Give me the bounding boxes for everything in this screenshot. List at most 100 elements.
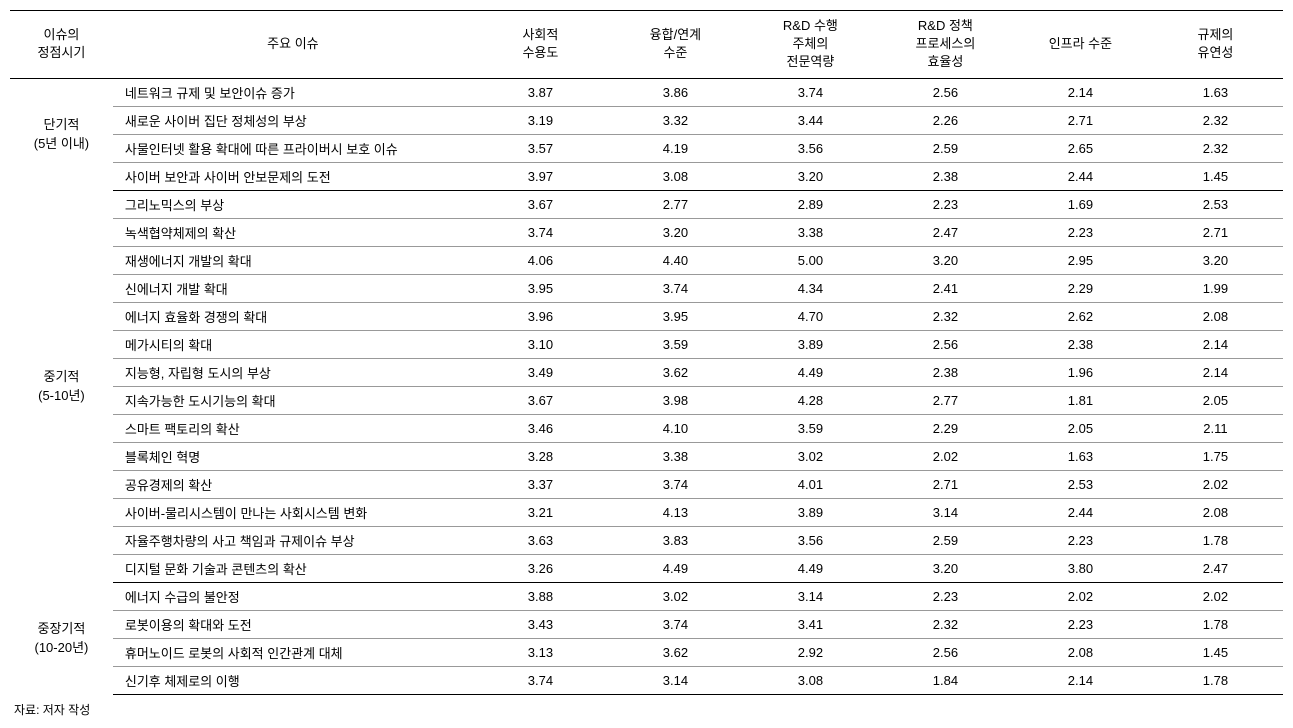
- issue-cell: 지속가능한 도시기능의 확대: [113, 386, 473, 414]
- value-cell: 4.13: [608, 498, 743, 526]
- value-cell: 3.57: [473, 134, 608, 162]
- value-cell: 3.26: [473, 554, 608, 582]
- issue-cell: 공유경제의 확산: [113, 470, 473, 498]
- value-cell: 2.02: [1013, 582, 1148, 610]
- value-cell: 2.92: [743, 638, 878, 666]
- value-cell: 3.89: [743, 498, 878, 526]
- value-cell: 2.89: [743, 190, 878, 218]
- value-cell: 2.47: [878, 218, 1013, 246]
- table-row: 녹색협약체제의 확산3.743.203.382.472.232.71: [10, 218, 1283, 246]
- table-row: 사물인터넷 활용 확대에 따른 프라이버시 보호 이슈3.574.193.562…: [10, 134, 1283, 162]
- value-cell: 3.14: [608, 666, 743, 694]
- table-row: 로봇이용의 확대와 도전3.433.743.412.322.231.78: [10, 610, 1283, 638]
- table-header: 이슈의정점시기 주요 이슈 사회적수용도 융합/연계수준 R&D 수행주체의전문…: [10, 11, 1283, 79]
- value-cell: 3.88: [473, 582, 608, 610]
- table-row: 휴머노이드 로봇의 사회적 인간관계 대체3.133.622.922.562.0…: [10, 638, 1283, 666]
- value-cell: 3.08: [743, 666, 878, 694]
- value-cell: 3.49: [473, 358, 608, 386]
- issue-cell: 녹색협약체제의 확산: [113, 218, 473, 246]
- value-cell: 1.63: [1013, 442, 1148, 470]
- value-cell: 2.29: [878, 414, 1013, 442]
- value-cell: 2.71: [878, 470, 1013, 498]
- issue-cell: 디지털 문화 기술과 콘텐츠의 확산: [113, 554, 473, 582]
- value-cell: 1.75: [1148, 442, 1283, 470]
- value-cell: 2.41: [878, 274, 1013, 302]
- value-cell: 1.96: [1013, 358, 1148, 386]
- table-row: 에너지 효율화 경쟁의 확대3.963.954.702.322.622.08: [10, 302, 1283, 330]
- table-row: 블록체인 혁명3.283.383.022.021.631.75: [10, 442, 1283, 470]
- value-cell: 3.28: [473, 442, 608, 470]
- value-cell: 3.37: [473, 470, 608, 498]
- table-row: 디지털 문화 기술과 콘텐츠의 확산3.264.494.493.203.802.…: [10, 554, 1283, 582]
- issue-cell: 로봇이용의 확대와 도전: [113, 610, 473, 638]
- value-cell: 1.84: [878, 666, 1013, 694]
- value-cell: 2.32: [878, 610, 1013, 638]
- value-cell: 4.34: [743, 274, 878, 302]
- value-cell: 2.56: [878, 638, 1013, 666]
- value-cell: 2.62: [1013, 302, 1148, 330]
- value-cell: 3.63: [473, 526, 608, 554]
- table-row: 신에너지 개발 확대3.953.744.342.412.291.99: [10, 274, 1283, 302]
- table-row: 자율주행차량의 사고 책임과 규제이슈 부상3.633.833.562.592.…: [10, 526, 1283, 554]
- value-cell: 2.23: [1013, 218, 1148, 246]
- value-cell: 2.23: [878, 582, 1013, 610]
- issue-cell: 에너지 효율화 경쟁의 확대: [113, 302, 473, 330]
- value-cell: 3.41: [743, 610, 878, 638]
- value-cell: 4.01: [743, 470, 878, 498]
- value-cell: 3.21: [473, 498, 608, 526]
- period-group-cell: 중기적(5-10년): [10, 190, 113, 582]
- value-cell: 1.78: [1148, 610, 1283, 638]
- issue-cell: 스마트 팩토리의 확산: [113, 414, 473, 442]
- value-cell: 2.08: [1148, 498, 1283, 526]
- value-cell: 3.02: [608, 582, 743, 610]
- value-cell: 1.45: [1148, 162, 1283, 190]
- issue-cell: 재생에너지 개발의 확대: [113, 246, 473, 274]
- table-row: 메가시티의 확대3.103.593.892.562.382.14: [10, 330, 1283, 358]
- value-cell: 3.14: [743, 582, 878, 610]
- value-cell: 2.65: [1013, 134, 1148, 162]
- table-row: 재생에너지 개발의 확대4.064.405.003.202.953.20: [10, 246, 1283, 274]
- value-cell: 1.99: [1148, 274, 1283, 302]
- issue-cell: 신기후 체제로의 이행: [113, 666, 473, 694]
- period-group-cell: 중장기적(10-20년): [10, 582, 113, 694]
- value-cell: 3.95: [473, 274, 608, 302]
- period-group-cell: 단기적(5년 이내): [10, 78, 113, 190]
- issue-cell: 새로운 사이버 집단 정체성의 부상: [113, 106, 473, 134]
- issue-cell: 자율주행차량의 사고 책임과 규제이슈 부상: [113, 526, 473, 554]
- table-row: 지속가능한 도시기능의 확대3.673.984.282.771.812.05: [10, 386, 1283, 414]
- table-row: 중장기적(10-20년)에너지 수급의 불안정3.883.023.142.232…: [10, 582, 1283, 610]
- issue-cell: 사이버-물리시스템이 만나는 사회시스템 변화: [113, 498, 473, 526]
- col-header-c6: 규제의유연성: [1148, 11, 1283, 79]
- issue-cell: 사이버 보안과 사이버 안보문제의 도전: [113, 162, 473, 190]
- table-row: 공유경제의 확산3.373.744.012.712.532.02: [10, 470, 1283, 498]
- value-cell: 3.19: [473, 106, 608, 134]
- table-row: 신기후 체제로의 이행3.743.143.081.842.141.78: [10, 666, 1283, 694]
- value-cell: 3.59: [608, 330, 743, 358]
- value-cell: 2.23: [1013, 526, 1148, 554]
- value-cell: 2.47: [1148, 554, 1283, 582]
- issue-cell: 그리노믹스의 부상: [113, 190, 473, 218]
- value-cell: 2.38: [1013, 330, 1148, 358]
- value-cell: 3.43: [473, 610, 608, 638]
- value-cell: 3.74: [473, 218, 608, 246]
- value-cell: 3.74: [608, 274, 743, 302]
- value-cell: 1.78: [1148, 666, 1283, 694]
- value-cell: 2.23: [878, 190, 1013, 218]
- value-cell: 3.38: [743, 218, 878, 246]
- value-cell: 2.14: [1013, 78, 1148, 106]
- value-cell: 2.14: [1148, 330, 1283, 358]
- value-cell: 3.32: [608, 106, 743, 134]
- col-header-issue: 주요 이슈: [113, 11, 473, 79]
- value-cell: 3.20: [608, 218, 743, 246]
- value-cell: 4.28: [743, 386, 878, 414]
- value-cell: 3.38: [608, 442, 743, 470]
- col-header-c3: R&D 수행주체의전문역량: [743, 11, 878, 79]
- value-cell: 2.71: [1013, 106, 1148, 134]
- value-cell: 2.32: [1148, 134, 1283, 162]
- value-cell: 2.38: [878, 162, 1013, 190]
- data-table: 이슈의정점시기 주요 이슈 사회적수용도 융합/연계수준 R&D 수행주체의전문…: [10, 10, 1283, 695]
- value-cell: 3.20: [743, 162, 878, 190]
- value-cell: 2.44: [1013, 162, 1148, 190]
- value-cell: 4.06: [473, 246, 608, 274]
- value-cell: 4.49: [743, 554, 878, 582]
